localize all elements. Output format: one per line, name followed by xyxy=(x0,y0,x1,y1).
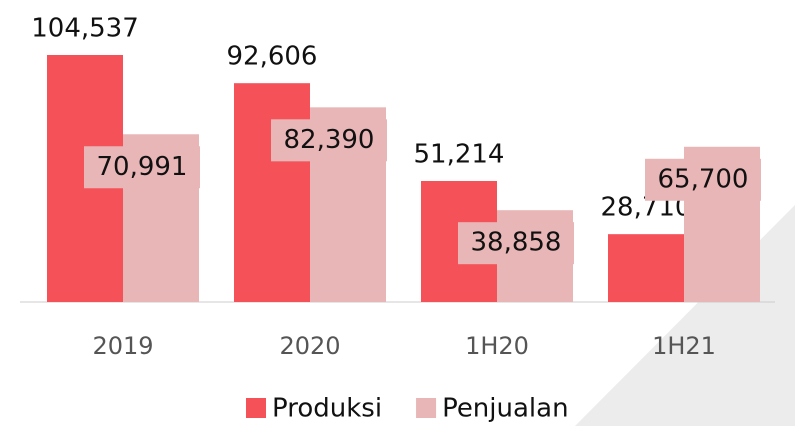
data-label-bg xyxy=(271,119,387,162)
data-label: 70,991 xyxy=(97,152,188,182)
data-label-bg xyxy=(84,146,200,189)
legend-label: Produksi xyxy=(272,394,382,424)
x-tick-label: 2019 xyxy=(92,332,153,360)
data-label: 65,700 xyxy=(658,164,749,194)
legend-swatch xyxy=(416,398,437,418)
bar xyxy=(234,83,310,302)
x-tick-label: 1H21 xyxy=(652,332,716,360)
data-label-bg xyxy=(458,222,574,265)
x-tick-label: 1H20 xyxy=(465,332,529,360)
data-label: 92,606 xyxy=(227,42,318,72)
data-label: 82,390 xyxy=(284,125,375,155)
data-label: 104,537 xyxy=(31,14,139,44)
data-label: 38,858 xyxy=(471,228,562,258)
legend-label: Penjualan xyxy=(442,394,569,424)
legend-swatch xyxy=(246,398,266,418)
data-label-bg xyxy=(645,158,761,201)
bar xyxy=(608,234,684,302)
x-tick-label: 2020 xyxy=(279,332,340,360)
data-label: 51,214 xyxy=(414,139,505,169)
